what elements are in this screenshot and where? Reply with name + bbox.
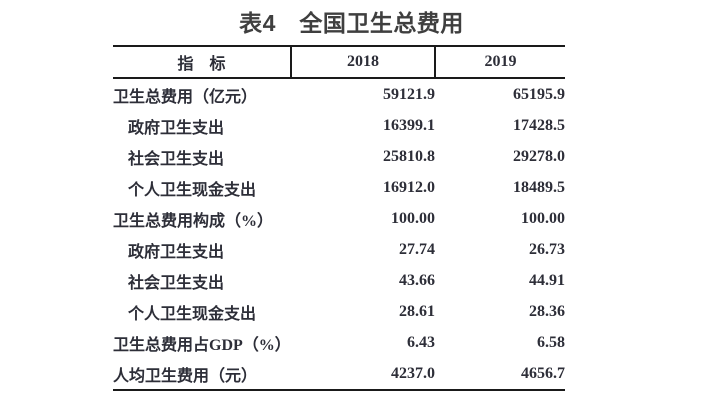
value-2018: 16399.1	[383, 116, 435, 134]
value-2019: 28.36	[529, 302, 565, 320]
row-label: 个人卫生现金支出	[128, 305, 257, 323]
value-2019: 26.73	[529, 240, 565, 258]
value-2019: 6.58	[537, 333, 565, 351]
value-2018: 100.00	[391, 209, 435, 227]
table-row: 个人卫生现金支出 16912.0 18489.5	[113, 172, 565, 203]
value-2018: 4237.0	[391, 364, 435, 382]
row-label: 卫生总费用占GDP（%）	[113, 336, 291, 354]
value-2018: 43.66	[399, 271, 435, 289]
header-row: 指 标 2018 2019	[113, 46, 565, 79]
value-2019: 100.00	[521, 209, 565, 227]
value-2018: 59121.9	[383, 85, 435, 103]
row-label: 社会卫生支出	[128, 274, 225, 292]
row-label: 卫生总费用构成（%）	[113, 212, 274, 230]
table-header: 指 标 2018 2019	[113, 46, 565, 79]
row-label: 社会卫生支出	[128, 150, 225, 168]
row-label: 卫生总费用（亿元）	[113, 88, 258, 106]
row-label: 政府卫生支出	[128, 243, 225, 261]
value-2018: 28.61	[399, 302, 435, 320]
column-header-indicator: 指 标	[113, 46, 292, 79]
value-2019: 18489.5	[513, 178, 565, 196]
table-row: 卫生总费用（亿元） 59121.9 65195.9	[113, 78, 565, 110]
value-2018: 25810.8	[383, 147, 435, 165]
table-title: 表4 全国卫生总费用	[239, 10, 464, 36]
table-row: 政府卫生支出 27.74 26.73	[113, 234, 565, 265]
row-label: 政府卫生支出	[128, 119, 225, 137]
value-2019: 44.91	[529, 271, 565, 289]
table-body: 卫生总费用（亿元） 59121.9 65195.9 政府卫生支出 16399.1 1742…	[113, 78, 565, 390]
row-label: 个人卫生现金支出	[128, 181, 257, 199]
value-2019: 4656.7	[521, 364, 565, 382]
value-2018: 16912.0	[383, 178, 435, 196]
table-row: 政府卫生支出 16399.1 17428.5	[113, 110, 565, 141]
health-expenditure-table: 指 标 2018 2019 卫生总费用（亿元） 59121.9 65195.9 政府卫…	[113, 45, 565, 391]
value-2018: 6.43	[407, 333, 435, 351]
row-label: 人均卫生费用（元）	[113, 367, 258, 385]
value-2018: 27.74	[399, 240, 435, 258]
table-row: 卫生总费用构成（%） 100.00 100.00	[113, 203, 565, 234]
table-row: 社会卫生支出 25810.8 29278.0	[113, 141, 565, 172]
table-row: 社会卫生支出 43.66 44.91	[113, 265, 565, 296]
value-2019: 17428.5	[513, 116, 565, 134]
value-2019: 65195.9	[513, 85, 565, 103]
table-row: 人均卫生费用（元） 4237.0 4656.7	[113, 358, 565, 390]
table-row: 个人卫生现金支出 28.61 28.36	[113, 296, 565, 327]
table-row: 卫生总费用占GDP（%） 6.43 6.58	[113, 327, 565, 358]
column-header-2018: 2018	[291, 46, 436, 79]
value-2019: 29278.0	[513, 147, 565, 165]
column-header-2019: 2019	[435, 46, 565, 79]
